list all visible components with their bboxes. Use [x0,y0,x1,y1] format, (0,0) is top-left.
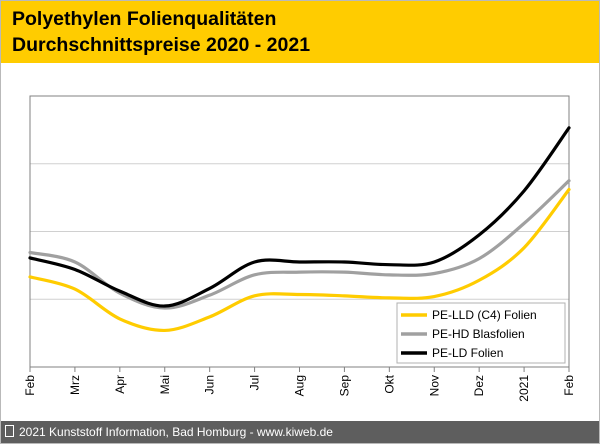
series-line [28,179,571,310]
x-tick-label: Aug [293,375,307,396]
footer-copyright: 2021 Kunststoff Information, Bad Homburg… [19,425,333,439]
x-tick-label: Apr [113,375,127,394]
x-tick-label: Mai [158,375,172,394]
x-tick-label: Sep [337,375,351,397]
legend-label: PE-LD Folien [432,346,503,360]
footer-bar: 2021 Kunststoff Information, Bad Homburg… [1,421,599,443]
x-tick-label: Jul [248,375,262,390]
chart-title-line1: Polyethylen Folienqualitäten [12,8,277,30]
x-tick-label: Nov [427,375,441,396]
x-tick-label: Dez [472,375,486,396]
x-tick-label: 2021 [517,375,531,402]
x-tick-label: Feb [562,375,576,396]
x-tick-label: Mrz [68,375,82,395]
x-tick-label: Feb [23,375,37,396]
legend-label: PE-LLD (C4) Folien [432,308,537,322]
chart-title-line2: Durchschnittspreise 2020 - 2021 [12,34,311,56]
series-line [28,187,571,333]
x-tick-label: Okt [382,374,396,393]
header-banner: Polyethylen Folienqualitäten Durchschnit… [1,1,599,63]
legend-label: PE-HD Blasfolien [432,327,525,341]
series-line [28,126,571,308]
line-chart: Feb Mrz Apr Mai Jun Jul Aug Sep Okt Nov Dez 2021 Feb… [23,95,576,402]
x-tick-label: Jun [203,375,217,394]
document-icon [5,425,14,437]
